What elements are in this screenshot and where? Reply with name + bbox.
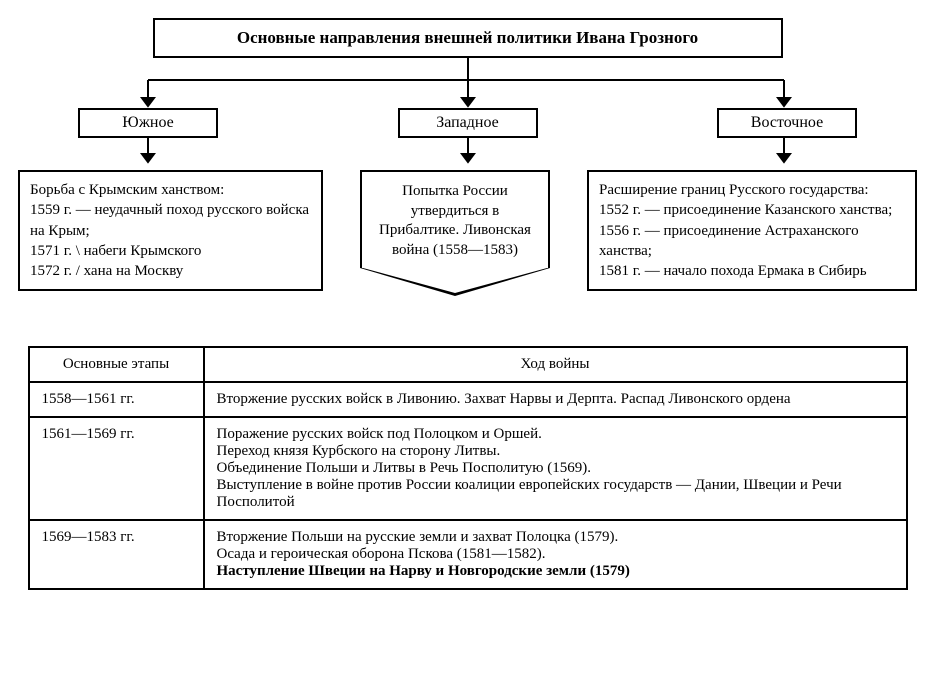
cell-events: Поражение русских войск под Полоцком и О…: [204, 417, 907, 520]
direction-row: Южное Западное Восточное: [78, 108, 857, 138]
cell-stage: 1569—1583 гг.: [29, 520, 204, 589]
col-header-events: Ход войны: [204, 347, 907, 382]
war-stages-table: Основные этапы Ход войны 1558—1561 гг. В…: [28, 346, 908, 590]
cell-events-main: Вторжение Польши на русские земли и захв…: [217, 529, 619, 562]
cell-events: Вторжение Польши на русские земли и захв…: [204, 520, 907, 589]
cell-stage: 1558—1561 гг.: [29, 382, 204, 417]
direction-west: Западное: [398, 108, 538, 138]
table-row: 1569—1583 гг. Вторжение Польши на русски…: [29, 520, 907, 589]
detail-west-chevron: Попытка России утвердиться в Прибалтике.…: [360, 170, 550, 296]
cell-events-bold: Наступление Швеции на Нарву и Новгородск…: [217, 563, 630, 579]
col-header-stage: Основные этапы: [29, 347, 204, 382]
direction-south: Южное: [78, 108, 218, 138]
detail-south: Борьба с Крымским ханством:1559 г. — неу…: [18, 170, 323, 291]
title-box: Основные направления внешней политики Ив…: [153, 18, 783, 58]
detail-west: Попытка России утвердиться в Прибалтике.…: [360, 170, 550, 268]
cell-stage: 1561—1569 гг.: [29, 417, 204, 520]
table-header-row: Основные этапы Ход войны: [29, 347, 907, 382]
detail-east: Расширение границ Русского государства:1…: [587, 170, 917, 291]
cell-events: Вторжение русских войск в Ливонию. Захва…: [204, 382, 907, 417]
connector-directions-to-details: [18, 138, 918, 164]
direction-east: Восточное: [717, 108, 857, 138]
table-row: 1558—1561 гг. Вторжение русских войск в …: [29, 382, 907, 417]
detail-west-wrap: Попытка России утвердиться в Прибалтике.…: [343, 170, 568, 330]
chevron-point: [360, 268, 550, 296]
detail-row: Борьба с Крымским ханством:1559 г. — неу…: [18, 170, 917, 330]
table-row: 1561—1569 гг. Поражение русских войск по…: [29, 417, 907, 520]
connector-title-to-directions: [18, 58, 918, 108]
